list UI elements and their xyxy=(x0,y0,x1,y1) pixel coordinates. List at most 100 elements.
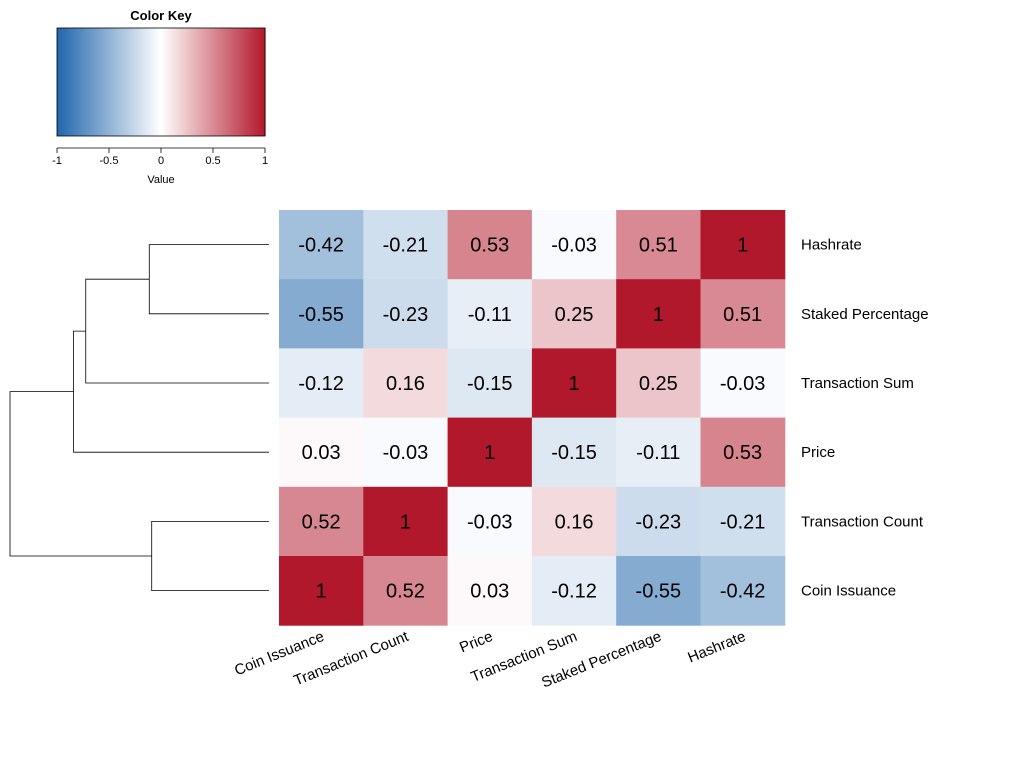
cell-value-label: 1 xyxy=(737,235,748,257)
color-key-swatch xyxy=(213,28,216,136)
color-key-swatch xyxy=(235,28,238,136)
cell-value-label: 0.53 xyxy=(470,235,509,257)
row-dendrogram xyxy=(9,244,269,591)
color-key-swatch xyxy=(141,28,144,136)
color-key-swatch xyxy=(165,28,168,136)
color-key-swatch xyxy=(199,28,202,136)
color-key-swatch xyxy=(95,28,98,136)
color-key-swatch xyxy=(261,28,264,136)
color-key-swatch xyxy=(89,28,92,136)
cell-value-label: 0.16 xyxy=(555,511,594,533)
heatmap-cell xyxy=(363,348,449,419)
color-key-swatch xyxy=(257,28,260,136)
color-key-swatch xyxy=(139,28,142,136)
color-key-swatch xyxy=(177,28,180,136)
color-key-swatch xyxy=(153,28,156,136)
color-key-swatch xyxy=(189,28,192,136)
row-label: Hashrate xyxy=(801,237,862,254)
cell-value-label: -0.03 xyxy=(720,373,766,395)
color-key-swatch xyxy=(203,28,206,136)
cell-value-label: -0.23 xyxy=(383,304,429,326)
color-key-swatch xyxy=(211,28,214,136)
cell-value-label: -0.11 xyxy=(636,442,680,464)
dendrogram-branch xyxy=(148,244,269,315)
heatmap-cell xyxy=(616,210,701,280)
cell-value-label: -0.03 xyxy=(383,442,429,464)
color-key-swatch xyxy=(69,28,72,136)
color-key-swatch xyxy=(219,28,222,136)
heatmap-cell xyxy=(531,417,617,488)
color-key-swatch xyxy=(103,28,106,136)
color-key-swatch xyxy=(207,28,210,136)
color-key-swatch xyxy=(217,28,220,136)
cell-value-label: 0.03 xyxy=(302,442,341,464)
color-key-swatch xyxy=(161,28,164,136)
heatmap-cell xyxy=(700,417,786,488)
color-key-swatch xyxy=(197,28,200,136)
dendrogram-branch xyxy=(151,521,269,591)
color-key-swatch xyxy=(223,28,226,136)
heatmap-cell xyxy=(531,486,617,557)
color-key-swatch xyxy=(263,28,266,136)
heatmap-cell xyxy=(363,279,449,349)
cell-value-label: -0.03 xyxy=(467,511,513,533)
color-key-swatch xyxy=(145,28,148,136)
column-label: Price xyxy=(457,628,495,657)
heatmap-cell xyxy=(700,556,786,626)
heatmap-cell xyxy=(279,279,364,349)
color-key-swatch xyxy=(65,28,68,136)
cell-value-label: -0.42 xyxy=(298,235,344,257)
cell-value-label: 0.52 xyxy=(386,581,425,603)
cell-value-label: 0.51 xyxy=(723,304,762,326)
color-key-swatch xyxy=(241,28,244,136)
color-key-swatch xyxy=(239,28,242,136)
row-label: Coin Issuance xyxy=(801,583,896,600)
color-key-swatch xyxy=(173,28,176,136)
color-key-swatch xyxy=(191,28,194,136)
heatmap-cell xyxy=(700,210,786,280)
color-key-swatch xyxy=(233,28,236,136)
cell-value-label: -0.12 xyxy=(298,373,344,395)
heatmap-cell xyxy=(279,556,364,626)
heatmap-cell xyxy=(279,210,364,280)
cell-value-label: 0.25 xyxy=(555,304,594,326)
color-key-swatch xyxy=(237,28,240,136)
heatmap-cell xyxy=(447,486,533,557)
color-key-tick-label: 0 xyxy=(158,155,164,167)
color-key-swatch xyxy=(119,28,122,136)
color-key-swatch xyxy=(121,28,124,136)
color-key-swatch xyxy=(247,28,250,136)
color-key-swatch xyxy=(255,28,258,136)
dendrogram-branch xyxy=(85,278,269,384)
color-key-swatch xyxy=(79,28,82,136)
color-key-swatch xyxy=(227,28,230,136)
color-key-swatch xyxy=(125,28,128,136)
color-key-frame xyxy=(56,27,266,137)
color-key-swatch xyxy=(71,28,74,136)
color-key-swatch xyxy=(225,28,228,136)
heatmap-cell xyxy=(616,348,701,419)
cell-value-label: 0.25 xyxy=(639,373,678,395)
color-key-swatch xyxy=(115,28,118,136)
heatmap-cell xyxy=(700,279,786,349)
heatmap-cell xyxy=(279,486,364,557)
heatmap-cell xyxy=(279,417,364,488)
heatmap-cell xyxy=(447,417,533,488)
cell-value-label: 1 xyxy=(400,511,411,533)
cell-value-label: -0.15 xyxy=(551,442,597,464)
color-key-swatch xyxy=(171,28,174,136)
color-key-swatch xyxy=(209,28,212,136)
color-key-swatch xyxy=(179,28,182,136)
heatmap-cells: -0.42 -0.21 0.53 -0.03 0.51 1 -0.55 -0.23 -0.11 0… xyxy=(279,210,786,626)
dendrogram-branch xyxy=(73,330,269,453)
cell-value-label: 0.16 xyxy=(386,373,425,395)
color-key-swatch xyxy=(117,28,120,136)
heatmap-cell xyxy=(447,348,533,419)
dendrogram-branch xyxy=(9,391,152,557)
color-key-swatch xyxy=(93,28,96,136)
color-key-swatch xyxy=(137,28,140,136)
color-key-swatch xyxy=(151,28,154,136)
heatmap-cell xyxy=(700,486,786,557)
